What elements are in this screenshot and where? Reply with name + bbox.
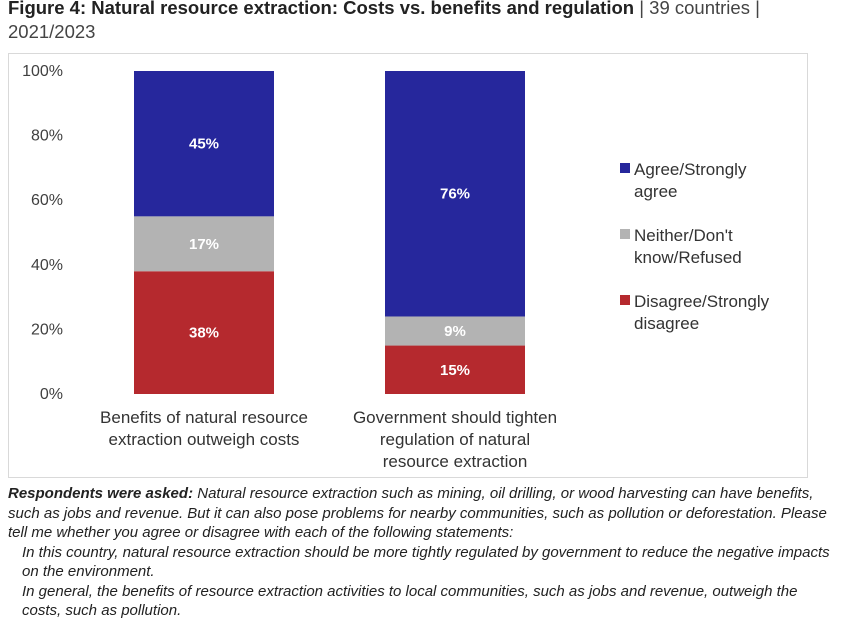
legend-label: Neither/Don't <box>634 226 733 245</box>
chart-frame <box>8 53 808 478</box>
x-category-label: extraction outweigh costs <box>109 430 300 449</box>
y-tick-label: 20% <box>31 321 63 338</box>
bar-segment <box>385 71 525 317</box>
survey-note: Respondents were asked: Natural resource… <box>8 484 838 621</box>
data-label: 45% <box>189 136 219 153</box>
figure-title-subtitle: | 39 countries | 2021/2023 <box>8 0 760 42</box>
y-tick-label: 0% <box>40 386 63 403</box>
bar-segment <box>385 345 525 394</box>
legend-swatch <box>620 295 630 305</box>
figure-title-main: Figure 4: Natural resource extraction: C… <box>8 0 635 18</box>
y-tick-label: 100% <box>22 63 63 80</box>
data-label: 9% <box>444 323 466 340</box>
legend-label: know/Refused <box>634 248 742 267</box>
data-label: 76% <box>440 186 470 203</box>
legend-label: agree <box>634 182 677 201</box>
legend-swatch <box>620 229 630 239</box>
legend-label: Disagree/Strongly <box>634 292 770 311</box>
data-label: 17% <box>189 236 219 253</box>
note-question: Natural resource extraction such as mini… <box>8 485 827 541</box>
note-lead: Respondents were asked: <box>8 485 194 502</box>
x-category-label: resource extraction <box>383 452 528 471</box>
legend-label: Agree/Strongly <box>634 160 747 179</box>
legend-label: disagree <box>634 314 699 333</box>
figure-title: Figure 4: Natural resource extraction: C… <box>8 0 838 44</box>
x-category-label: regulation of natural <box>380 430 530 449</box>
y-tick-label: 80% <box>31 128 63 145</box>
x-category-label: Benefits of natural resource <box>100 408 308 427</box>
bar-segment <box>134 271 274 394</box>
bar-segment <box>134 71 274 217</box>
x-category-label: Government should tighten <box>353 408 557 427</box>
bar-segment <box>134 216 274 272</box>
y-tick-label: 40% <box>31 257 63 274</box>
stacked-bar-chart: 0% 20% 40% 60% 80% 100% 38% 17% 45% Benefits of n… <box>22 63 770 471</box>
y-tick-label: 60% <box>31 192 63 209</box>
legend-swatch <box>620 163 630 173</box>
note-statement-2: In general, the benefits of resource ext… <box>22 582 798 620</box>
data-label: 15% <box>440 362 470 379</box>
note-statement-1: In this country, natural resource extrac… <box>22 543 830 581</box>
data-label: 38% <box>189 325 219 342</box>
bar-segment <box>385 316 525 346</box>
